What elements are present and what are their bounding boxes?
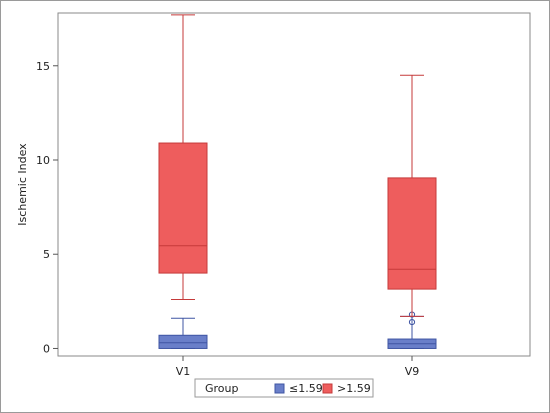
box-low-group: [158, 334, 208, 349]
legend-swatch: [322, 383, 333, 394]
y-tick-label: 0: [43, 342, 50, 355]
y-tick-label: 5: [43, 248, 50, 261]
legend-title: Group: [205, 382, 239, 395]
legend-entry: ≤1.59: [289, 382, 323, 395]
x-tick-label: V9: [405, 365, 420, 378]
box-high-group: [158, 142, 208, 274]
legend-swatch: [274, 383, 285, 394]
outlier-point: [408, 318, 416, 326]
legend-entry: >1.59: [337, 382, 371, 395]
y-tick-label: 10: [36, 154, 50, 167]
plot-area-border: [57, 12, 531, 357]
y-tick-label: 15: [36, 60, 50, 73]
y-axis-label: Ischemic Index: [16, 143, 29, 226]
box-high-group: [387, 177, 437, 290]
x-tick-label: V1: [176, 365, 191, 378]
